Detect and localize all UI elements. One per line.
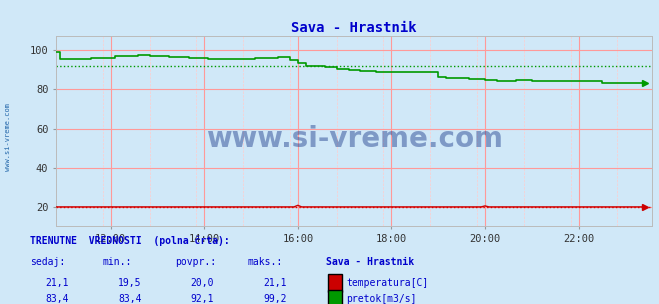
- Text: 83,4: 83,4: [45, 294, 69, 304]
- Text: 99,2: 99,2: [263, 294, 287, 304]
- Text: sedaj:: sedaj:: [30, 257, 65, 267]
- Text: 21,1: 21,1: [45, 278, 69, 288]
- Text: 21,1: 21,1: [263, 278, 287, 288]
- Text: 83,4: 83,4: [118, 294, 142, 304]
- Text: temperatura[C]: temperatura[C]: [346, 278, 428, 288]
- Text: www.si-vreme.com: www.si-vreme.com: [5, 103, 11, 171]
- Text: 92,1: 92,1: [190, 294, 214, 304]
- Text: maks.:: maks.:: [247, 257, 282, 267]
- Text: povpr.:: povpr.:: [175, 257, 215, 267]
- Text: TRENUTNE  VREDNOSTI  (polna črta):: TRENUTNE VREDNOSTI (polna črta):: [30, 236, 229, 246]
- Text: 19,5: 19,5: [118, 278, 142, 288]
- Text: min.:: min.:: [102, 257, 132, 267]
- Text: 20,0: 20,0: [190, 278, 214, 288]
- Title: Sava - Hrastnik: Sava - Hrastnik: [291, 21, 417, 35]
- Text: Sava - Hrastnik: Sava - Hrastnik: [326, 257, 415, 267]
- Text: www.si-vreme.com: www.si-vreme.com: [206, 125, 503, 153]
- Text: pretok[m3/s]: pretok[m3/s]: [346, 294, 416, 304]
